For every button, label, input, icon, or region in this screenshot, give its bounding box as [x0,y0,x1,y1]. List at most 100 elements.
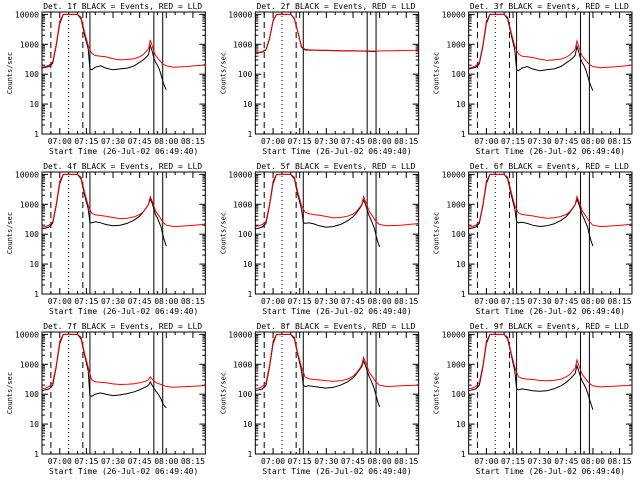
y-tick-label: 1 [248,290,253,299]
series-line-events [42,333,167,409]
y-tick-label: 1 [34,450,39,459]
x-tick-label: 07:30 [528,297,552,306]
chart-title: Det. 1f BLACK = Events, RED = LLD [43,2,202,11]
y-tick-label: 100 [451,390,466,399]
y-tick-label: 10000 [15,170,39,179]
chart-panel-9: Det. 9f BLACK = Events, RED = LLD 1 10 100 1… [433,322,633,476]
chart-panel-4: Det. 4f BLACK = Events, RED = LLD 1 10 100 1… [6,162,206,316]
y-axis-label: Counts/sec [433,52,441,94]
x-tick-label: 07:00 [261,137,285,146]
series-line-events [255,173,381,247]
x-tick-label: 07:30 [314,297,338,306]
series-line-events [42,173,167,247]
x-tick-label: 07:00 [261,297,285,306]
x-tick-label: 07:45 [341,457,365,466]
x-tick-label: 07:00 [48,137,72,146]
x-tick-label: 08:15 [608,137,632,146]
x-tick-label: 07:30 [101,457,125,466]
x-tick-label: 07:45 [554,297,578,306]
plot-frame [468,171,633,295]
y-axis-label: Counts/sec [6,212,14,254]
x-tick-label: 08:15 [608,457,632,466]
x-tick-label: 08:15 [181,457,205,466]
y-tick-label: 1000 [446,360,465,369]
y-tick-label: 10000 [15,330,39,339]
series-line-lld [468,333,632,390]
y-axis-label: Counts/sec [433,372,441,414]
x-tick-label: 07:15 [74,137,98,146]
series-line-events [468,173,594,247]
chart-title: Det. 8f BLACK = Events, RED = LLD [257,322,416,331]
chart-title: Det. 3f BLACK = Events, RED = LLD [470,2,629,11]
x-tick-label: 07:15 [501,297,525,306]
y-tick-label: 10 [29,420,39,429]
y-tick-label: 1000 [446,40,465,49]
x-tick-label: 07:15 [288,297,312,306]
series-line-events [468,13,594,91]
x-tick-label: 07:15 [74,297,98,306]
y-tick-label: 10 [456,100,466,109]
x-tick-label: 07:30 [314,137,338,146]
x-tick-label: 08:00 [154,457,178,466]
series-line-lld [468,13,632,69]
y-tick-label: 100 [451,70,466,79]
x-tick-label: 08:00 [154,297,178,306]
x-tick-label: 07:15 [288,137,312,146]
x-axis-label: Start Time (26-Jul-02 06:49:40) [262,307,411,316]
y-tick-label: 10 [29,100,39,109]
y-tick-label: 10 [243,260,253,269]
x-tick-label: 08:00 [368,297,392,306]
y-tick-label: 1000 [233,200,252,209]
y-tick-label: 10 [243,420,253,429]
series-line-events [255,333,381,407]
y-tick-label: 1 [34,290,39,299]
series-line-lld [468,173,632,228]
x-tick-label: 08:00 [368,457,392,466]
x-tick-label: 08:15 [181,297,205,306]
x-tick-label: 07:00 [474,137,498,146]
y-tick-label: 10000 [228,330,252,339]
x-tick-label: 07:30 [528,457,552,466]
y-tick-label: 1 [248,450,253,459]
x-axis-label: Start Time (26-Jul-02 06:49:40) [262,467,411,476]
series-line-lld [42,13,206,68]
x-tick-label: 07:00 [474,457,498,466]
y-tick-label: 100 [25,230,40,239]
plot-frame [41,11,206,135]
x-axis-label: Start Time (26-Jul-02 06:49:40) [476,147,625,156]
x-axis-label: Start Time (26-Jul-02 06:49:40) [476,467,625,476]
plot-frame [254,11,420,135]
y-tick-label: 100 [238,230,253,239]
y-tick-label: 10000 [442,170,466,179]
x-tick-label: 08:00 [154,137,178,146]
chart-title: Det. 9f BLACK = Events, RED = LLD [470,322,629,331]
x-tick-label: 07:30 [528,137,552,146]
x-tick-label: 08:15 [181,137,205,146]
y-tick-label: 100 [238,390,253,399]
y-tick-label: 1000 [233,40,252,49]
chart-title: Det. 7f BLACK = Events, RED = LLD [43,322,202,331]
y-axis-label: Counts/sec [6,52,14,94]
series-line-lld [255,173,419,227]
y-axis-label: Counts/sec [433,212,441,254]
plot-frame [468,331,633,455]
y-tick-label: 10 [456,260,466,269]
y-tick-label: 1 [461,450,466,459]
x-axis-label: Start Time (26-Jul-02 06:49:40) [49,467,198,476]
y-tick-label: 10 [29,260,39,269]
x-axis-label: Start Time (26-Jul-02 06:49:40) [476,307,625,316]
y-tick-label: 10 [456,420,466,429]
y-tick-label: 1 [461,130,466,139]
x-axis-label: Start Time (26-Jul-02 06:49:40) [262,147,411,156]
x-tick-label: 08:15 [394,457,418,466]
y-tick-label: 1000 [20,200,39,209]
y-axis-label: Counts/sec [219,372,227,414]
y-tick-label: 1000 [20,360,39,369]
y-tick-label: 100 [451,230,466,239]
x-axis-label: Start Time (26-Jul-02 06:49:40) [49,147,198,156]
y-tick-label: 10 [243,100,253,109]
y-tick-label: 10000 [228,10,252,19]
x-tick-label: 07:45 [128,297,152,306]
y-tick-label: 1000 [20,40,39,49]
chart-panel-7: Det. 7f BLACK = Events, RED = LLD 1 10 100 1… [6,322,206,476]
